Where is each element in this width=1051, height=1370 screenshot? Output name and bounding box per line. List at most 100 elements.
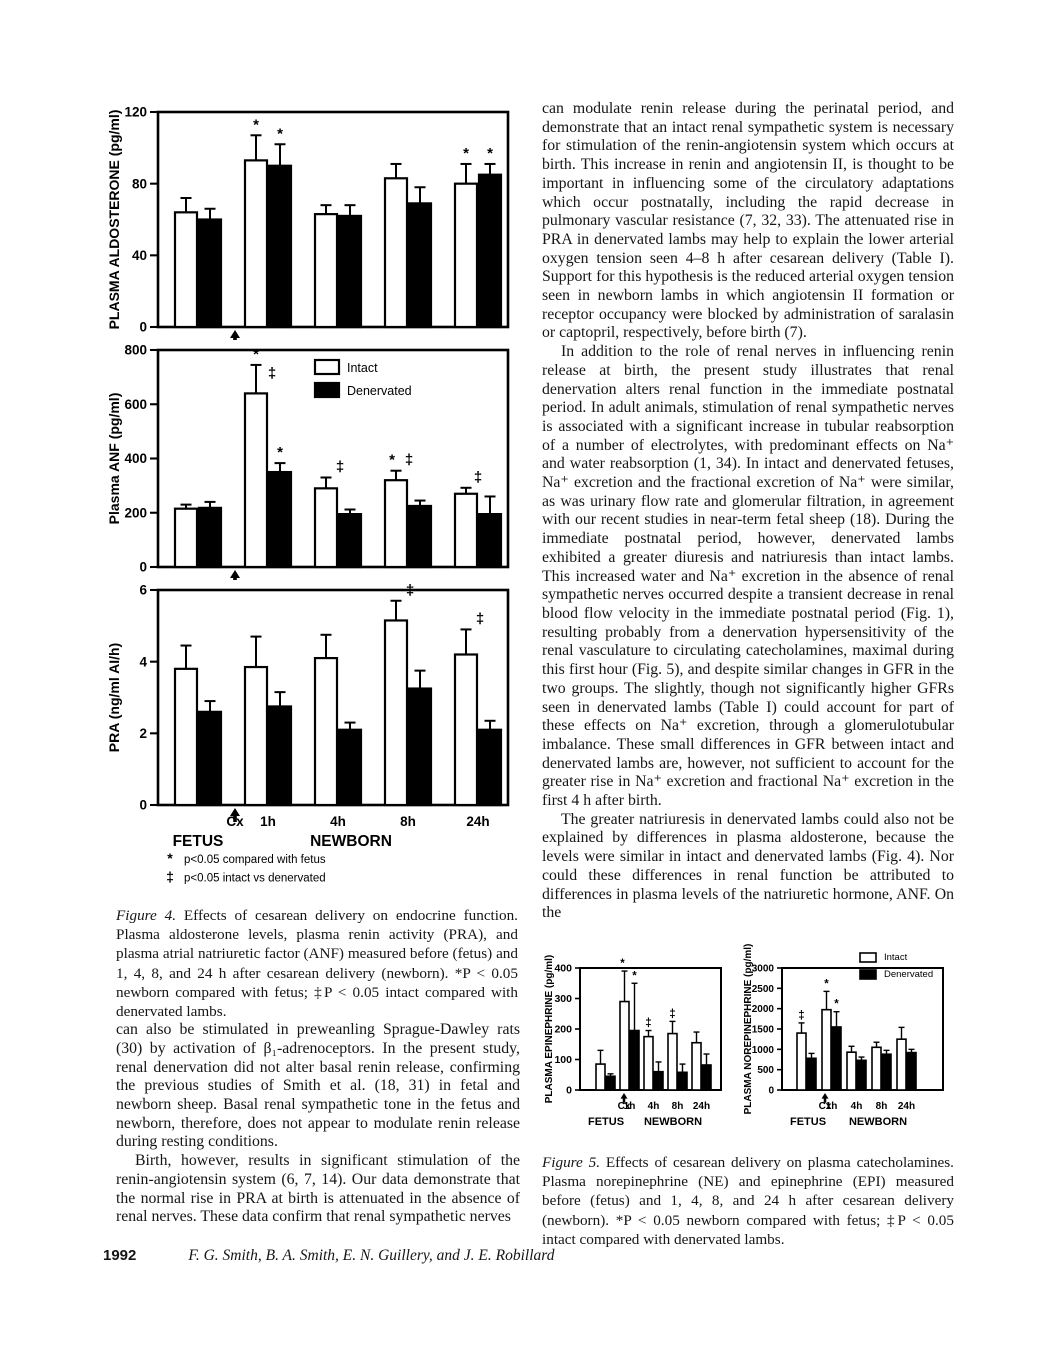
svg-text:400: 400: [124, 451, 147, 466]
svg-text:NEWBORN: NEWBORN: [849, 1116, 907, 1128]
svg-text:4: 4: [139, 654, 147, 669]
svg-text:Intact: Intact: [884, 952, 908, 963]
figure-5: 0 100 200 300 400 PLASMA EPINEPHRINE (pg/ml) *…: [542, 938, 954, 1145]
body-paragraph: In addition to the role of renal nerves …: [542, 343, 954, 810]
svg-text:‡: ‡: [268, 365, 276, 382]
svg-text:PRA (ng/ml AI/h): PRA (ng/ml AI/h): [106, 643, 122, 752]
right-column: can modulate renin release during the pe…: [542, 100, 954, 1249]
svg-text:4h: 4h: [648, 1101, 660, 1112]
pra-chart: 0 2 4 6 PRA (ng/ml AI/h) ‡ ‡ Cx 1h 4h 8h 24h FETUS NE…: [106, 582, 510, 885]
svg-text:‡: ‡: [645, 1017, 651, 1029]
svg-text:80: 80: [132, 176, 147, 191]
svg-text:Plasma ANF (pg/ml): Plasma ANF (pg/ml): [106, 393, 122, 525]
page-number: 1992: [103, 1247, 137, 1264]
figure-4: 0 40 80 120 PLASMA ALDOSTERONE (pg/ml) * * * * 0…: [103, 97, 527, 1021]
svg-text:*: *: [824, 978, 829, 990]
svg-text:Cx: Cx: [226, 814, 244, 829]
svg-text:800: 800: [124, 343, 147, 358]
svg-text:*: *: [389, 452, 395, 469]
svg-text:0: 0: [139, 560, 147, 575]
svg-text:*: *: [253, 116, 259, 133]
svg-text:1h: 1h: [826, 1101, 838, 1112]
svg-text:40: 40: [132, 248, 147, 263]
figure-4-caption-text: Effects of cesarean delivery on endocrin…: [116, 907, 518, 1021]
svg-text:100: 100: [554, 1054, 572, 1066]
svg-text:0: 0: [139, 798, 147, 813]
svg-text:Cx: Cx: [819, 1101, 832, 1112]
svg-text:*: *: [620, 958, 625, 970]
svg-text:6: 6: [139, 583, 147, 598]
figure-5-caption-text: Effects of cesarean delivery on plasma c…: [542, 1153, 954, 1248]
figure-4-label: Figure 4.: [116, 907, 177, 924]
svg-text:1h: 1h: [260, 814, 276, 829]
svg-text:*: *: [277, 444, 283, 461]
svg-text:*: *: [632, 970, 637, 982]
svg-text:FETUS: FETUS: [790, 1116, 826, 1128]
svg-text:8h: 8h: [672, 1101, 684, 1112]
svg-text:‡: ‡: [166, 869, 174, 885]
figure-4-caption: Figure 4. Effects of cesarean delivery o…: [116, 906, 518, 1021]
svg-text:0: 0: [768, 1085, 774, 1096]
svg-text:4h: 4h: [330, 814, 346, 829]
svg-text:‡: ‡: [669, 1008, 675, 1020]
figure-5-caption: Figure 5. Effects of cesarean delivery o…: [542, 1153, 954, 1249]
svg-text:Denervated: Denervated: [884, 969, 933, 980]
svg-text:‡: ‡: [798, 1010, 804, 1022]
svg-text:NEWBORN: NEWBORN: [310, 833, 392, 850]
svg-text:Intact: Intact: [347, 361, 378, 375]
svg-text:‡: ‡: [336, 458, 344, 475]
svg-text:300: 300: [554, 993, 572, 1005]
svg-text:‡: ‡: [476, 610, 484, 627]
svg-text:1500: 1500: [752, 1024, 775, 1035]
figure-5-label: Figure 5.: [542, 1153, 601, 1171]
svg-text:200: 200: [554, 1024, 572, 1036]
svg-text:2500: 2500: [752, 984, 775, 995]
svg-text:1h: 1h: [624, 1101, 636, 1112]
svg-text:Cx: Cx: [618, 1101, 631, 1112]
svg-text:24h: 24h: [466, 814, 489, 829]
svg-text:FETUS: FETUS: [173, 833, 224, 850]
body-paragraph: The greater natriuresis in denervated la…: [542, 810, 954, 922]
svg-text:*: *: [253, 346, 259, 363]
svg-text:‡: ‡: [474, 469, 482, 486]
svg-text:*: *: [277, 125, 283, 142]
svg-text:600: 600: [124, 397, 147, 412]
svg-text:24h: 24h: [898, 1101, 915, 1112]
body-paragraph: Birth, however, results in significant s…: [116, 1152, 520, 1226]
svg-text:*: *: [167, 850, 173, 866]
svg-text:200: 200: [124, 505, 147, 520]
svg-text:p<0.05 intact vs denervated: p<0.05 intact vs denervated: [184, 873, 326, 885]
svg-text:1000: 1000: [752, 1045, 775, 1056]
svg-text:120: 120: [124, 105, 147, 120]
svg-text:Denervated: Denervated: [347, 384, 412, 398]
svg-text:PLASMA ALDOSTERONE (pg/ml): PLASMA ALDOSTERONE (pg/ml): [106, 110, 122, 330]
svg-text:*: *: [834, 999, 839, 1011]
svg-text:FETUS: FETUS: [588, 1116, 624, 1128]
svg-text:2000: 2000: [752, 1004, 775, 1015]
svg-text:4h: 4h: [851, 1101, 863, 1112]
left-column: 0 40 80 120 PLASMA ALDOSTERONE (pg/ml) * * * * 0…: [103, 97, 527, 1227]
body-paragraph: can modulate renin release during the pe…: [542, 100, 954, 342]
svg-text:8h: 8h: [876, 1101, 888, 1112]
svg-text:2: 2: [139, 726, 147, 741]
svg-text:*: *: [463, 145, 469, 162]
svg-text:NEWBORN: NEWBORN: [644, 1116, 702, 1128]
svg-text:24h: 24h: [693, 1101, 710, 1112]
svg-text:8h: 8h: [400, 814, 416, 829]
page-footer: 1992 F. G. Smith, B. A. Smith, E. N. Guil…: [103, 1247, 554, 1265]
svg-text:*: *: [487, 145, 493, 162]
body-paragraph: can also be stimulated in preweanling Sp…: [116, 1021, 520, 1151]
svg-text:p<0.05 compared with fetus: p<0.05 compared with fetus: [184, 854, 326, 866]
svg-text:500: 500: [757, 1065, 774, 1076]
svg-text:‡: ‡: [406, 582, 414, 599]
svg-text:PLASMA EPINEPHRINE (pg/ml): PLASMA EPINEPHRINE (pg/ml): [544, 955, 555, 1104]
plasma-anf-chart: 0 200 400 600 800 Plasma ANF (pg/ml) * ‡ * ‡ * ‡ ‡ In…: [106, 343, 510, 580]
svg-text:0: 0: [566, 1085, 572, 1097]
svg-text:PLASMA NOREPINEPHRINE (pg/ml): PLASMA NOREPINEPHRINE (pg/ml): [743, 944, 754, 1115]
svg-text:‡: ‡: [405, 452, 413, 469]
running-authors: F. G. Smith, B. A. Smith, E. N. Guillery…: [188, 1247, 555, 1264]
